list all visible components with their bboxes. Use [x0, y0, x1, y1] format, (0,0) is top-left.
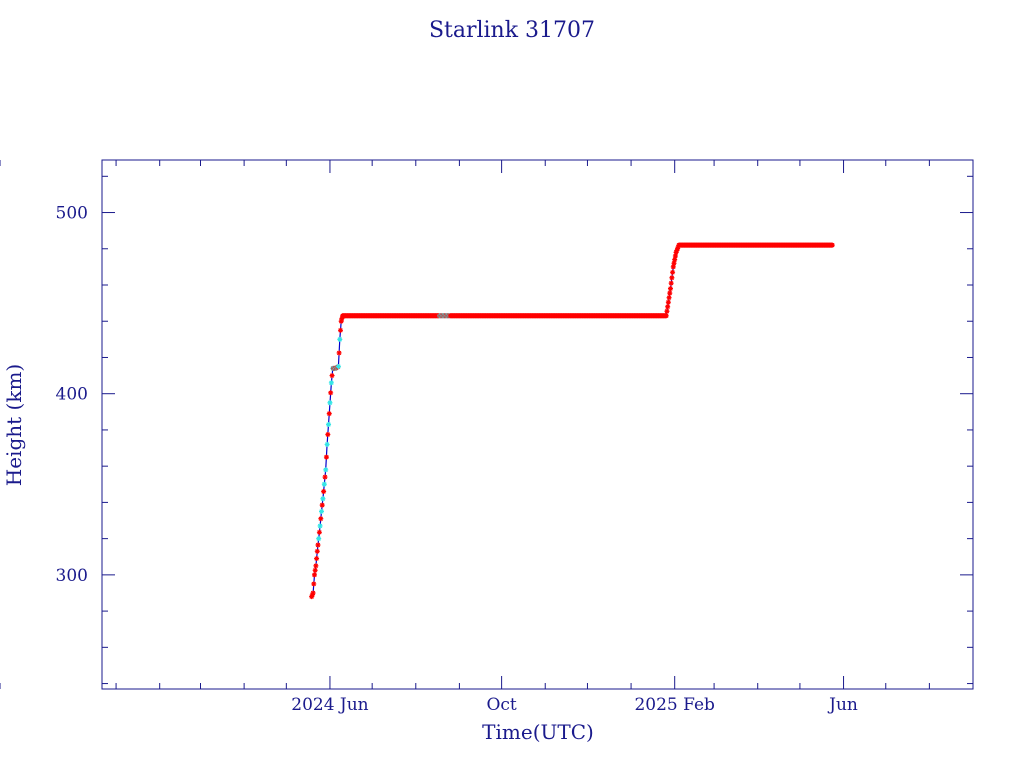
data-point	[311, 572, 317, 578]
data-point	[315, 542, 321, 548]
data-point	[313, 563, 319, 569]
x-axis-label: Time(UTC)	[482, 720, 594, 744]
data-point	[336, 350, 342, 356]
data-point	[328, 380, 334, 386]
data-point	[320, 496, 326, 502]
y-axis-label: Height (km)	[2, 364, 26, 486]
data-point	[324, 441, 330, 447]
series-line	[311, 244, 833, 597]
data-point	[664, 308, 670, 314]
data-point	[321, 489, 327, 495]
data-point	[339, 316, 345, 322]
data-point	[314, 556, 320, 562]
x-tick-label: Oct	[486, 695, 516, 715]
data-point	[671, 260, 677, 266]
data-point	[316, 529, 322, 535]
data-point	[323, 454, 329, 460]
data-point	[672, 257, 678, 263]
x-tick-label: Jun	[827, 695, 858, 715]
data-point	[317, 523, 323, 529]
data-point	[667, 290, 673, 296]
data-point	[674, 248, 680, 254]
data-point	[314, 548, 320, 554]
data-point	[666, 295, 672, 301]
data-point	[338, 318, 344, 324]
data-point	[319, 508, 325, 514]
data-point	[338, 327, 344, 333]
x-tick-label: 2025 Feb	[634, 695, 715, 715]
y-tick-label: 300	[56, 566, 88, 586]
data-point	[323, 467, 329, 473]
data-point	[311, 581, 317, 587]
data-point	[829, 242, 835, 248]
data-point	[321, 481, 327, 487]
data-point	[322, 474, 328, 480]
data-point	[663, 313, 669, 319]
y-tick-label: 500	[56, 204, 88, 224]
data-point	[319, 502, 325, 508]
data-point	[335, 364, 341, 370]
y-tick-label: 400	[56, 385, 88, 405]
data-point	[326, 422, 332, 427]
data-point	[309, 594, 315, 600]
y-axis: 300 400 500	[56, 175, 973, 685]
data-point	[670, 269, 676, 275]
data-point	[328, 390, 334, 396]
data-point	[669, 275, 675, 281]
chart-title: Starlink 31707	[429, 18, 595, 43]
x-axis: 2024 Jun Oct 2025 Feb Jun	[0, 160, 974, 715]
data-point	[316, 536, 322, 542]
data-point	[672, 253, 678, 259]
data-point	[668, 280, 674, 286]
data-point	[329, 373, 335, 379]
data-point	[670, 264, 676, 270]
x-tick-label: 2024 Jun	[291, 695, 368, 715]
data-point	[310, 590, 316, 596]
data-point	[665, 299, 671, 305]
data-point	[312, 567, 318, 573]
plot-area	[309, 242, 835, 600]
data-point	[325, 431, 331, 437]
data-point	[318, 516, 324, 522]
data-point	[673, 249, 679, 255]
data-point	[327, 400, 333, 406]
data-point	[667, 286, 673, 292]
data-point	[665, 304, 671, 310]
data-point	[326, 411, 332, 417]
plot-frame	[101, 159, 974, 690]
data-point	[675, 246, 681, 252]
data-point	[337, 336, 343, 342]
data-point	[309, 592, 315, 598]
